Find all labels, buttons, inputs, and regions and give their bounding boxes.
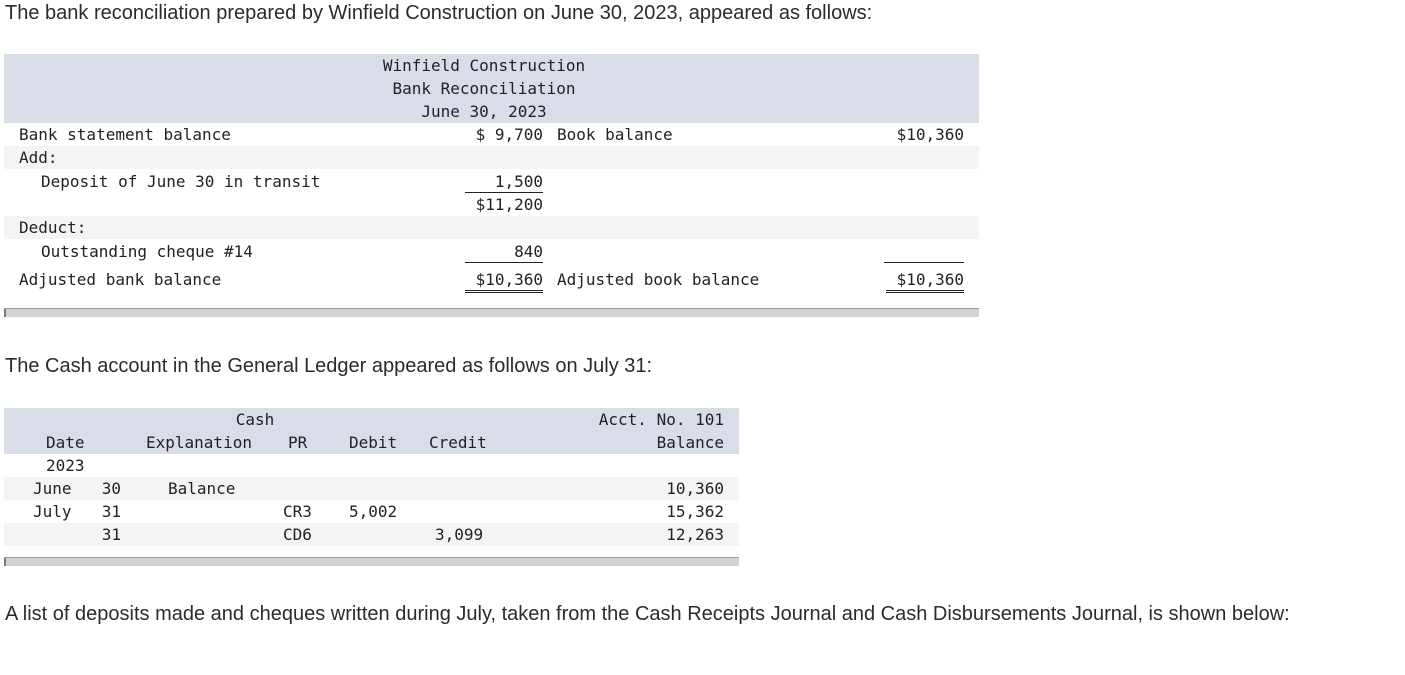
recon-header-band (4, 54, 979, 123)
deduct-label: Deduct: (19, 218, 87, 237)
ledger-stripe-row (4, 477, 739, 500)
row-pr: CD6 (283, 525, 312, 544)
row-explanation: Balance (168, 479, 236, 498)
book-balance-amount: $10,360 (896, 125, 964, 144)
row-pr: CR3 (283, 502, 312, 521)
deposit-in-transit-label: Deposit of June 30 in transit (41, 172, 321, 191)
row-balance: 10,360 (666, 479, 724, 498)
ledger-intro-text: The Cash account in the General Ledger a… (5, 355, 653, 377)
recon-stripe-row (4, 146, 979, 169)
recon-stripe-row (4, 216, 979, 239)
row-day: 31 (101, 502, 121, 521)
bank-subtotal-amount: $11,200 (475, 195, 543, 214)
adjusted-book-amount: $10,360 (886, 270, 964, 293)
recon-title-report: Bank Reconciliation (392, 79, 576, 98)
bank-statement-label: Bank statement balance (19, 125, 231, 144)
scrollbar-thumb[interactable] (4, 309, 6, 317)
ledger-account-number: Acct. No. 101 (598, 410, 724, 429)
col-header-explanation: Explanation (146, 433, 252, 452)
recon-title-date: June 30, 2023 (421, 102, 547, 121)
row-month: June (33, 479, 72, 498)
adjusted-bank-label: Adjusted bank balance (19, 270, 222, 289)
row-day: 31 (101, 525, 121, 544)
col-header-balance: Balance (656, 433, 724, 452)
ledger-account-title: Cash (235, 410, 275, 429)
recon-horizontal-scrollbar[interactable] (4, 308, 979, 317)
book-balance-label: Book balance (557, 125, 673, 144)
scrollbar-thumb[interactable] (4, 558, 6, 566)
ledger-stripe-row (4, 523, 739, 546)
col-header-credit: Credit (429, 433, 487, 452)
outstanding-cheque-amount: 840 (465, 242, 543, 263)
ledger-header-band (4, 408, 739, 454)
book-total-rule (884, 262, 964, 263)
row-day: 30 (101, 479, 121, 498)
col-header-pr: PR (288, 433, 308, 452)
bank-statement-amount: $ 9,700 (475, 125, 543, 144)
ledger-horizontal-scrollbar[interactable] (4, 557, 739, 566)
col-header-debit: Debit (349, 433, 398, 452)
adjusted-book-label: Adjusted book balance (557, 270, 760, 289)
adjusted-bank-amount: $10,360 (465, 270, 543, 293)
outstanding-cheque-label: Outstanding cheque #14 (41, 242, 253, 261)
row-debit: 5,002 (349, 502, 398, 521)
row-balance: 15,362 (666, 502, 724, 521)
add-label: Add: (19, 148, 58, 167)
row-balance: 12,263 (666, 525, 724, 544)
ledger-year: 2023 (46, 456, 85, 475)
deposit-in-transit-amount: 1,500 (465, 172, 543, 193)
row-month: July (33, 502, 72, 521)
intro-text: The bank reconciliation prepared by Winf… (5, 2, 873, 24)
col-header-date: Date (46, 433, 85, 452)
outro-text: A list of deposits made and cheques writ… (5, 603, 1290, 625)
recon-title-company: Winfield Construction (382, 56, 586, 75)
row-credit: 3,099 (435, 525, 484, 544)
